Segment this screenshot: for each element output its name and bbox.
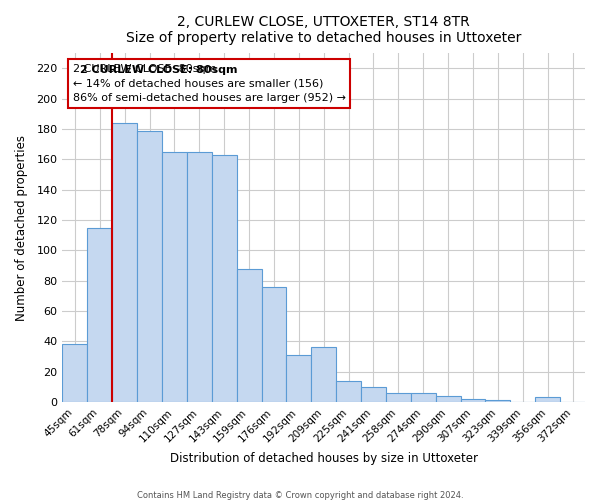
Bar xyxy=(311,348,336,402)
Bar xyxy=(262,286,286,402)
Bar xyxy=(461,399,485,402)
Y-axis label: Number of detached properties: Number of detached properties xyxy=(15,134,28,320)
Text: 2 CURLEW CLOSE: 80sqm: 2 CURLEW CLOSE: 80sqm xyxy=(80,65,237,75)
Title: 2, CURLEW CLOSE, UTTOXETER, ST14 8TR
Size of property relative to detached house: 2, CURLEW CLOSE, UTTOXETER, ST14 8TR Siz… xyxy=(126,15,521,45)
Bar xyxy=(411,393,436,402)
Bar xyxy=(88,228,112,402)
Bar xyxy=(535,398,560,402)
Bar xyxy=(137,130,162,402)
Bar xyxy=(212,155,236,402)
X-axis label: Distribution of detached houses by size in Uttoxeter: Distribution of detached houses by size … xyxy=(170,452,478,465)
Bar xyxy=(187,152,212,402)
Bar xyxy=(336,380,361,402)
Bar xyxy=(286,355,311,402)
Bar xyxy=(112,123,137,402)
Bar xyxy=(236,268,262,402)
Bar xyxy=(436,396,461,402)
Bar xyxy=(386,393,411,402)
Bar xyxy=(62,344,88,402)
Bar xyxy=(485,400,511,402)
Text: 2 CURLEW CLOSE: 80sqm
← 14% of detached houses are smaller (156)
86% of semi-det: 2 CURLEW CLOSE: 80sqm ← 14% of detached … xyxy=(73,64,346,104)
Bar xyxy=(162,152,187,402)
Text: Contains HM Land Registry data © Crown copyright and database right 2024.: Contains HM Land Registry data © Crown c… xyxy=(137,490,463,500)
Bar xyxy=(361,387,386,402)
